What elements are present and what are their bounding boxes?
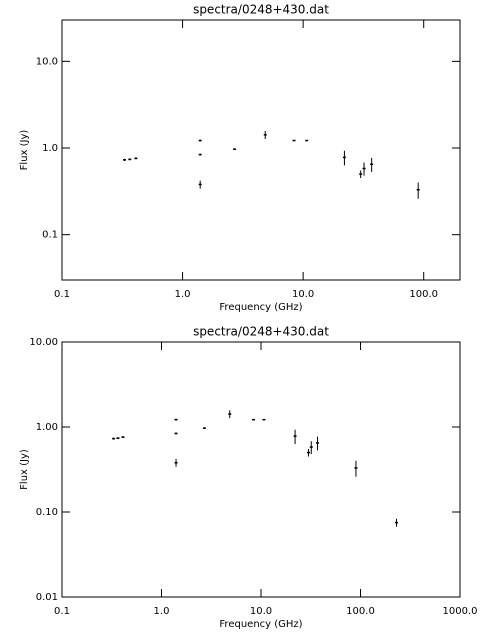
y-tick-label: 1.0 [42,143,58,154]
x-tick-label: 1.0 [154,606,170,617]
y-tick-label: 0.10 [36,507,58,518]
y-axis-label: Flux (Jy) [19,449,30,490]
chart-title: spectra/0248+430.dat [193,325,329,339]
y-tick-label: 1.00 [36,422,58,433]
x-tick-label: 0.1 [54,606,70,617]
x-tick-label: 1000.0 [443,606,478,617]
y-axis-label: Flux (Jy) [19,130,30,171]
x-axis-label: Frequency (GHz) [219,619,302,630]
x-tick-label: 10.0 [292,289,314,300]
x-tick-label: 100.0 [346,606,375,617]
x-tick-label: 1.0 [175,289,191,300]
y-tick-label: 10.00 [29,337,58,348]
chart-title: spectra/0248+430.dat [193,3,329,17]
x-tick-label: 0.1 [54,289,70,300]
x-tick-label: 100.0 [409,289,438,300]
x-tick-label: 10.0 [250,606,272,617]
plot-frame [61,19,461,281]
y-tick-label: 10.0 [36,56,58,67]
x-axis-label: Frequency (GHz) [219,302,302,313]
y-tick-label: 0.01 [36,592,58,603]
y-tick-label: 0.1 [42,230,58,241]
plot-frame [61,341,461,598]
